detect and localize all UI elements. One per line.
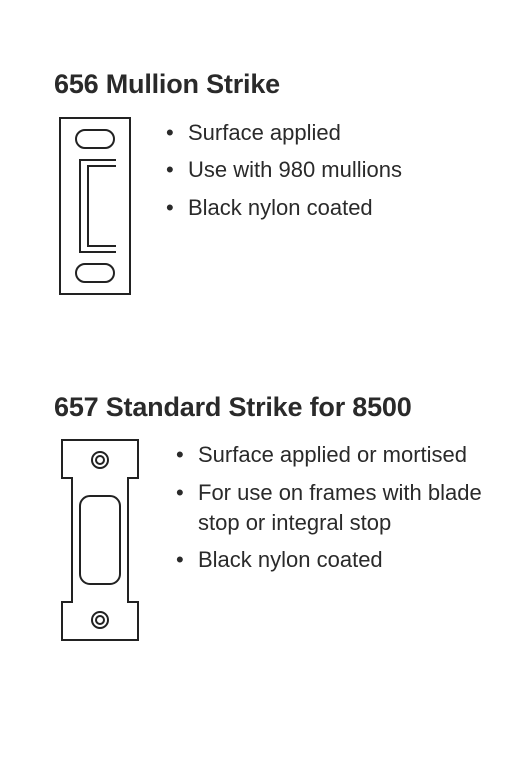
section-657: 657 Standard Strike for 8500 [54,393,492,650]
bullet-item: Surface applied [166,118,402,148]
bullet-item: Black nylon coated [166,193,402,223]
bullets-657: Surface applied or mortised For use on f… [176,440,492,583]
section-656: 656 Mullion Strike [54,70,492,303]
row-656: Surface applied Use with 980 mullions Bl… [54,114,492,303]
bullet-item: Black nylon coated [176,545,492,575]
bullet-item: For use on frames with blade stop or int… [176,478,492,537]
diagram-656-mullion-strike [54,114,136,303]
bullet-item: Surface applied or mortised [176,440,492,470]
diagram-657-standard-strike [54,436,146,649]
row-657: Surface applied or mortised For use on f… [54,436,492,649]
standard-strike-icon [54,436,146,644]
page: 656 Mullion Strike [0,0,532,779]
mullion-strike-icon [54,114,136,298]
bullet-item: Use with 980 mullions [166,155,402,185]
bullets-656: Surface applied Use with 980 mullions Bl… [166,118,402,231]
heading-657: 657 Standard Strike for 8500 [54,393,492,423]
heading-656: 656 Mullion Strike [54,70,492,100]
